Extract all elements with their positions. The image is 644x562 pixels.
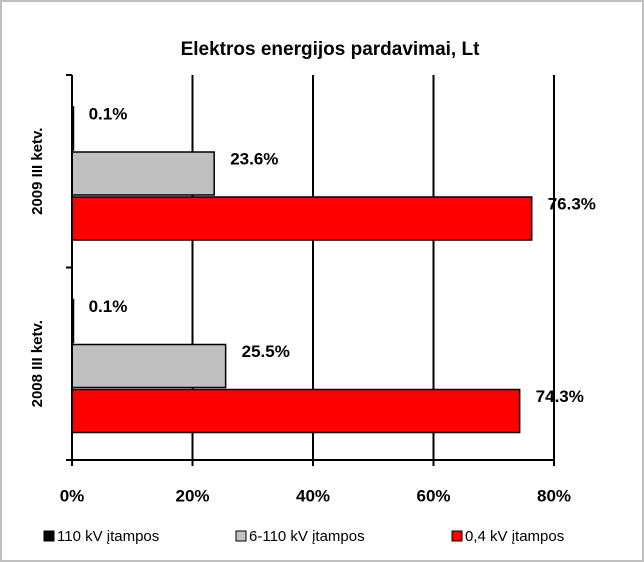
x-tick-label: 20% bbox=[175, 486, 209, 505]
value-label: 25.5% bbox=[242, 342, 290, 361]
bar bbox=[71, 343, 227, 389]
value-label: 23.6% bbox=[230, 149, 278, 168]
y-tick-label: 2009 III ketv. bbox=[29, 128, 46, 215]
value-label: 0.1% bbox=[89, 104, 128, 123]
bar bbox=[71, 196, 533, 241]
bar bbox=[71, 151, 215, 196]
legend-swatch bbox=[43, 530, 55, 542]
value-label: 76.3% bbox=[548, 194, 596, 213]
x-tick-label: 40% bbox=[296, 486, 330, 505]
legend-swatch bbox=[451, 530, 463, 542]
x-tick-label: 60% bbox=[416, 486, 450, 505]
x-tick-label: 80% bbox=[537, 486, 571, 505]
chart-title: Elektros energijos pardavimai, Lt bbox=[181, 39, 480, 60]
bar bbox=[71, 388, 521, 434]
legend-swatch bbox=[235, 530, 247, 542]
y-tick-label: 2008 III ketv. bbox=[29, 320, 46, 407]
legend-label: 6-110 kV įtampos bbox=[249, 528, 365, 545]
legend-label: 0,4 kV įtampos bbox=[465, 528, 564, 545]
value-label: 0.1% bbox=[89, 297, 128, 316]
legend-label: 110 kV įtampos bbox=[57, 528, 159, 545]
x-tick-label: 0% bbox=[60, 486, 85, 505]
value-label: 74.3% bbox=[536, 387, 584, 406]
